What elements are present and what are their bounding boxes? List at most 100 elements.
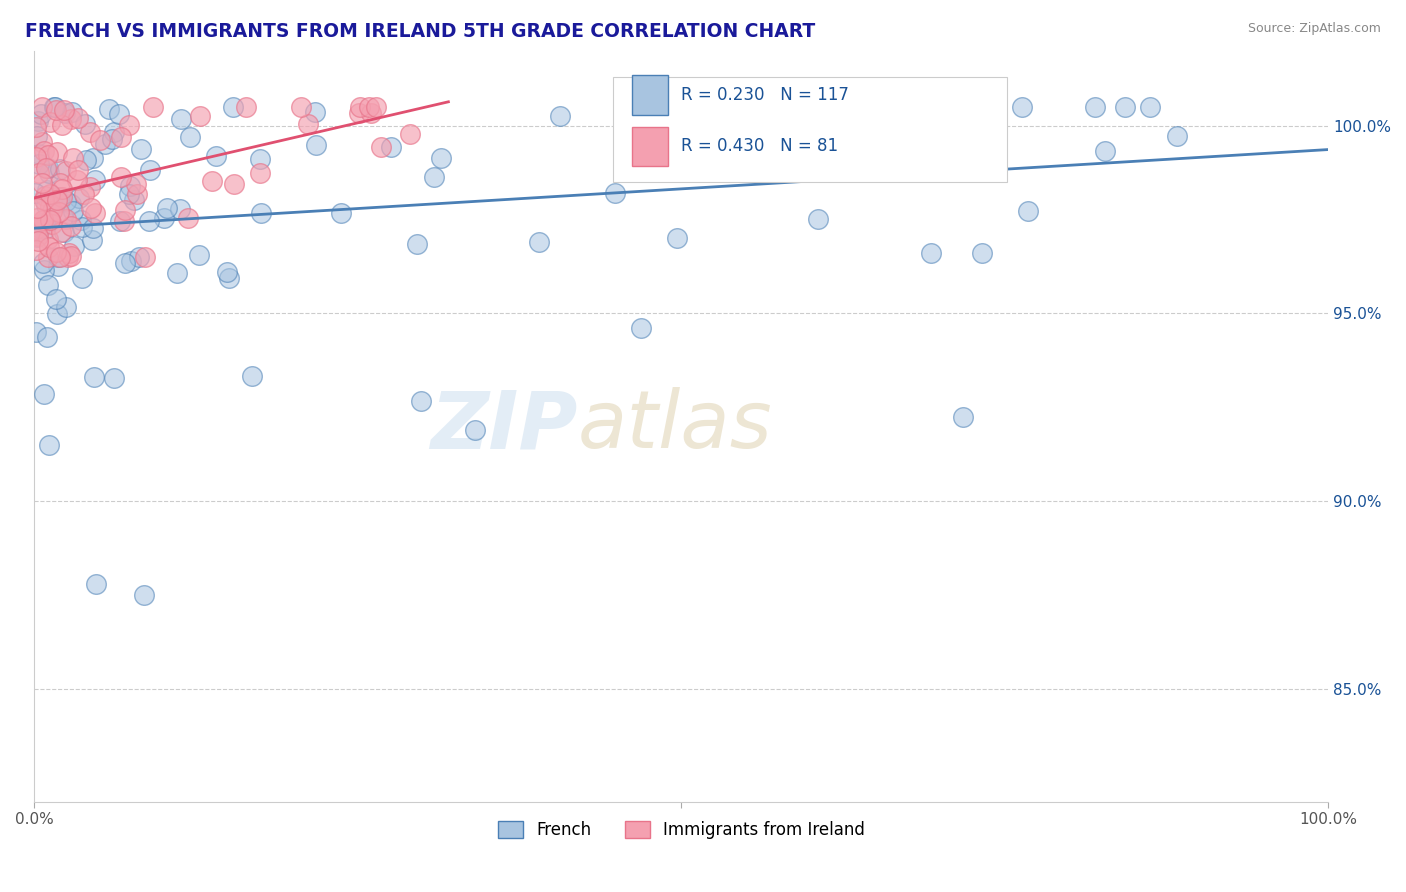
- Point: [27, 114, 49, 128]
- Point: [249, 152, 271, 166]
- Point: [188, 109, 211, 123]
- Point: [297, 117, 319, 131]
- Point: [329, 206, 352, 220]
- Point: [24, 150, 46, 164]
- Point: [42, 100, 65, 114]
- Point: [49, 250, 72, 264]
- Point: [46, 259, 69, 273]
- Point: [548, 109, 571, 123]
- Point: [801, 100, 824, 114]
- Point: [49, 162, 72, 177]
- Point: [166, 266, 188, 280]
- Point: [51, 182, 73, 196]
- Point: [38, 437, 60, 451]
- Point: [62, 204, 84, 219]
- Point: [138, 214, 160, 228]
- Point: [39, 199, 62, 213]
- Point: [58, 250, 80, 264]
- Text: Source: ZipAtlas.com: Source: ZipAtlas.com: [1247, 22, 1381, 36]
- Point: [32, 262, 55, 277]
- Point: [142, 100, 165, 114]
- Point: [41, 217, 63, 231]
- Point: [38, 239, 60, 253]
- Point: [49, 176, 72, 190]
- Point: [215, 264, 238, 278]
- Point: [55, 212, 77, 227]
- Point: [45, 307, 67, 321]
- Point: [380, 140, 402, 154]
- Point: [35, 161, 58, 175]
- Point: [900, 121, 922, 136]
- Point: [806, 112, 828, 127]
- Bar: [633, 76, 668, 114]
- Point: [108, 107, 131, 121]
- Point: [1166, 128, 1188, 143]
- Point: [304, 104, 326, 119]
- Point: [51, 190, 73, 204]
- Point: [250, 206, 273, 220]
- Point: [25, 243, 48, 257]
- Point: [41, 204, 63, 219]
- Point: [125, 177, 148, 191]
- Point: [370, 140, 392, 154]
- Point: [37, 250, 59, 264]
- Point: [134, 250, 156, 264]
- Point: [118, 118, 141, 132]
- Point: [38, 115, 60, 129]
- Text: atlas: atlas: [578, 387, 772, 465]
- Point: [603, 186, 626, 201]
- Point: [53, 103, 76, 118]
- Point: [235, 100, 257, 114]
- Point: [222, 177, 245, 191]
- Point: [156, 201, 179, 215]
- Point: [27, 201, 49, 215]
- Point: [120, 178, 142, 193]
- Point: [188, 248, 211, 262]
- Point: [179, 130, 201, 145]
- Point: [32, 194, 55, 208]
- Legend: French, Immigrants from Ireland: French, Immigrants from Ireland: [491, 814, 872, 846]
- Point: [31, 135, 53, 149]
- Point: [70, 219, 93, 234]
- Point: [62, 151, 84, 165]
- Point: [120, 253, 142, 268]
- Point: [139, 162, 162, 177]
- Point: [45, 190, 67, 204]
- Point: [37, 330, 59, 344]
- Point: [25, 230, 48, 244]
- Point: [952, 410, 974, 425]
- Point: [37, 232, 59, 246]
- Point: [93, 137, 115, 152]
- Point: [82, 151, 104, 165]
- Point: [45, 244, 67, 259]
- Point: [807, 211, 830, 226]
- Point: [37, 148, 59, 162]
- Point: [55, 194, 77, 208]
- Point: [49, 225, 72, 239]
- Point: [1084, 100, 1107, 114]
- Point: [347, 106, 370, 120]
- Point: [32, 212, 55, 227]
- Point: [72, 271, 94, 285]
- Point: [72, 187, 94, 202]
- Point: [37, 161, 59, 175]
- Point: [423, 169, 446, 184]
- Point: [27, 235, 49, 249]
- Point: [66, 173, 89, 187]
- Bar: [633, 127, 668, 166]
- Point: [409, 394, 432, 409]
- Point: [959, 100, 981, 114]
- Point: [59, 197, 82, 211]
- Point: [101, 132, 124, 146]
- Point: [66, 112, 89, 126]
- Point: [44, 100, 66, 114]
- Point: [66, 163, 89, 178]
- Point: [53, 106, 76, 120]
- Point: [79, 180, 101, 194]
- Point: [51, 118, 73, 132]
- Point: [83, 369, 105, 384]
- Point: [201, 174, 224, 188]
- Point: [37, 277, 59, 292]
- Text: FRENCH VS IMMIGRANTS FROM IRELAND 5TH GRADE CORRELATION CHART: FRENCH VS IMMIGRANTS FROM IRELAND 5TH GR…: [25, 22, 815, 41]
- Point: [648, 117, 671, 131]
